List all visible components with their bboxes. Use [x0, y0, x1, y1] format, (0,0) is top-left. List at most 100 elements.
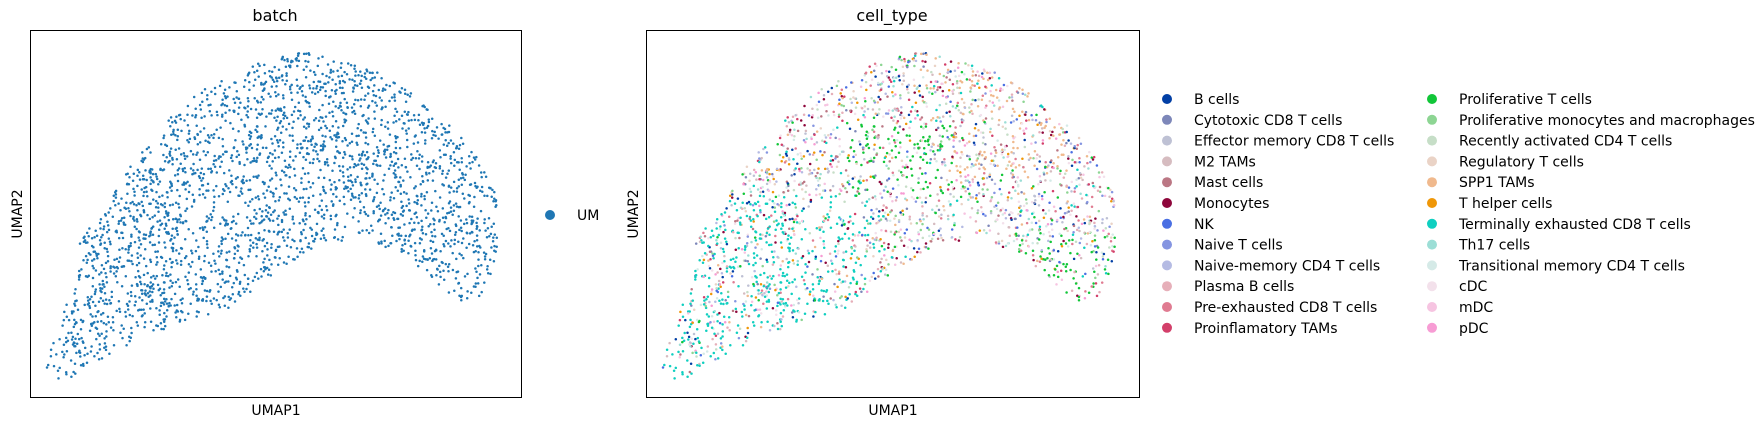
batch-point	[206, 246, 209, 250]
cell-type-point	[939, 233, 943, 237]
cell-type-point	[773, 183, 777, 186]
batch-point	[165, 315, 168, 318]
cell-type-point	[1014, 166, 1018, 169]
batch-point	[231, 292, 235, 296]
batch-point	[65, 303, 68, 307]
batch-point	[269, 274, 273, 277]
batch-point	[82, 240, 86, 243]
batch-point	[489, 272, 492, 276]
cell-type-point	[690, 337, 693, 340]
batch-point	[320, 229, 323, 233]
cell-type-point	[1051, 189, 1055, 193]
cell-type-point	[706, 324, 710, 328]
cell-type-point	[915, 151, 919, 155]
cell-type-point	[754, 296, 758, 299]
batch-point	[339, 101, 342, 105]
cell-type-point	[847, 220, 851, 224]
cell-type-point	[919, 52, 923, 56]
cell-type-point	[963, 185, 967, 189]
batch-point	[394, 140, 398, 144]
batch-point	[394, 173, 397, 177]
batch-point	[73, 302, 76, 305]
batch-point	[402, 209, 406, 212]
batch-point	[268, 206, 271, 210]
cell-type-point	[907, 60, 910, 64]
cell-type-point	[1071, 158, 1074, 162]
batch-point	[165, 309, 169, 312]
batch-point	[102, 267, 106, 271]
cell-type-point	[771, 307, 775, 310]
cell-type-point	[842, 104, 846, 108]
batch-point	[444, 262, 448, 266]
cell-type-point	[941, 163, 944, 166]
batch-point	[352, 86, 355, 89]
batch-point	[340, 61, 343, 65]
batch-point	[458, 252, 461, 256]
cell-type-point	[982, 212, 985, 216]
batch-point	[425, 191, 429, 194]
batch-point	[213, 86, 217, 90]
batch-point	[430, 230, 433, 234]
cell-type-point	[903, 59, 907, 63]
batch-point	[288, 155, 292, 159]
cell-type-point	[1030, 142, 1033, 145]
cell-type-point	[714, 273, 717, 276]
batch-point	[276, 141, 280, 144]
batch-point	[383, 239, 386, 243]
cell-type-point	[870, 96, 873, 100]
batch-point	[247, 204, 250, 208]
cell-type-point	[793, 128, 796, 132]
batch-point	[431, 240, 435, 244]
batch-point	[421, 231, 425, 235]
batch-point	[135, 227, 138, 231]
cell-type-point	[812, 151, 816, 154]
batch-point	[343, 153, 347, 156]
cell-type-point	[891, 94, 895, 98]
cell-type-point	[813, 133, 816, 136]
cell-type-point	[818, 177, 821, 180]
batch-point	[305, 187, 308, 191]
batch-point	[427, 120, 431, 124]
batch-point	[183, 238, 187, 241]
batch-point	[293, 105, 297, 109]
cell-type-point	[711, 252, 714, 255]
batch-point	[452, 151, 456, 154]
batch-point	[248, 130, 252, 134]
cell-type-point	[869, 222, 872, 225]
cell-type-point	[988, 229, 992, 232]
batch-point	[447, 141, 450, 145]
cell-type-point	[916, 196, 919, 200]
cell-type-point	[1059, 207, 1062, 210]
batch-point	[350, 155, 354, 158]
cell-type-point	[686, 331, 689, 334]
batch-point	[181, 310, 184, 314]
batch-point	[186, 124, 190, 127]
cell-type-point	[949, 115, 952, 118]
cell-type-point	[1072, 257, 1076, 261]
cell-type-point	[1034, 221, 1038, 225]
batch-point	[255, 212, 258, 215]
cell-type-point	[813, 168, 816, 172]
batch-point	[284, 209, 287, 213]
cell-type-point	[863, 74, 867, 77]
batch-point	[342, 181, 346, 184]
batch-point	[473, 195, 476, 199]
cell-type-point	[820, 254, 823, 258]
cell-type-point	[1111, 244, 1114, 248]
cell-type-point	[1095, 258, 1098, 261]
cell-type-point	[1006, 155, 1009, 159]
batch-point	[137, 230, 141, 233]
batch-point	[162, 153, 165, 157]
cell-type-point	[980, 75, 984, 79]
cell-type-point	[722, 220, 725, 223]
cell-type-point	[922, 65, 925, 68]
batch-point	[298, 221, 301, 225]
batch-point	[277, 223, 280, 227]
batch-point	[136, 220, 139, 223]
batch-point	[149, 260, 153, 264]
batch-point	[207, 189, 210, 192]
cell-type-point	[848, 159, 851, 163]
cell-type-point	[927, 228, 931, 231]
batch-point	[341, 165, 345, 168]
cell-type-point	[797, 247, 800, 250]
